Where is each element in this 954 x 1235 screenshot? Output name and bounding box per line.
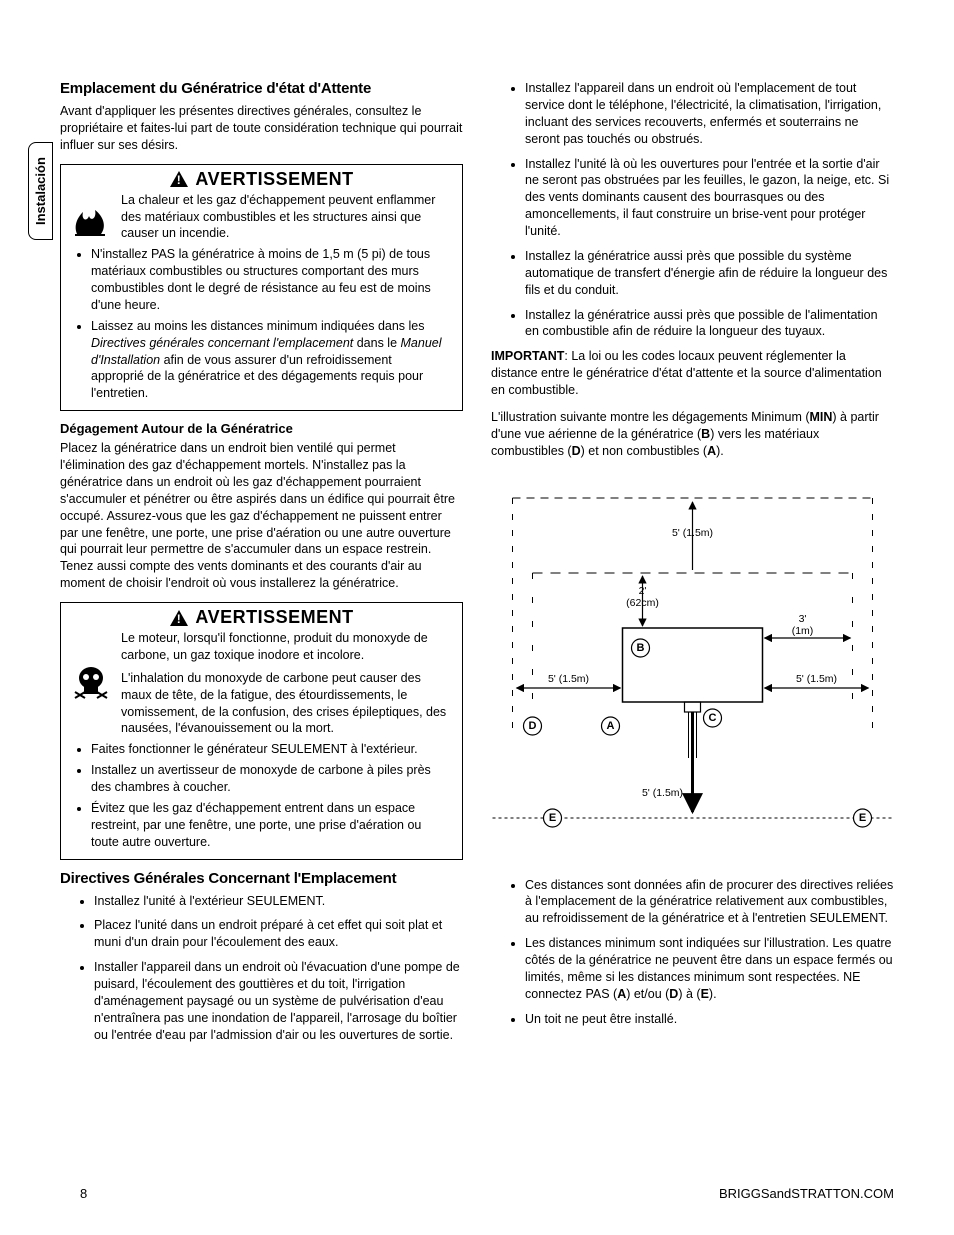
marker-E-right: E [854,809,872,827]
page-footer: 8 BRIGGSandSTRATTON.COM [80,1186,894,1201]
side-tab: Instalación [28,142,53,240]
warning-co-text-2: L'inhalation du monoxyde de carbone peut… [121,670,452,738]
svg-text:D: D [529,720,537,732]
dim-inner-right-1: 3' [799,613,807,625]
warn-bullet: Évitez que les gaz d'échappement entrent… [91,800,448,851]
list-item: Placez l'unité dans un endroit préparé à… [94,917,463,951]
right-top-list: Installez l'appareil dans un endroit où … [491,80,894,340]
warning-title-text: AVERTISSEMENT [195,607,353,628]
heading-directives: Directives Générales Concernant l'Emplac… [60,870,463,887]
svg-text:C: C [709,712,717,724]
list-item: Installez l'unité là où les ouvertures p… [525,156,894,240]
left-column: Emplacement du Génératrice d'état d'Atte… [60,80,463,1052]
warn-bullet: N'installez PAS la génératrice à moins d… [91,246,448,314]
svg-text:B: B [637,642,645,654]
warn-bullet: Faites fonctionner le générateur SEULEME… [91,741,448,758]
footer-url: BRIGGSandSTRATTON.COM [719,1186,894,1201]
dim-inner-top-2: (62cm) [626,597,659,609]
list-item: Installez l'unité à l'extérieur SEULEMEN… [94,893,463,910]
dim-inner-top-1: 2' [639,585,647,597]
important-paragraph: IMPORTANT: La loi ou les codes locaux pe… [491,348,894,399]
toxic-skull-icon [71,639,111,729]
degagement-paragraph: Placez la génératrice dans un endroit bi… [60,440,463,592]
alert-triangle-icon: ! [169,170,189,188]
svg-text:A: A [607,720,615,732]
warning-box-co: ! AVERTISSEMENT Le moteur, lorsqu'il fon… [60,602,463,860]
alert-triangle-icon: ! [169,609,189,627]
warning-title-text: AVERTISSEMENT [195,169,353,190]
intro-paragraph: Avant d'appliquer les présentes directiv… [60,103,463,154]
list-item: Les distances minimum sont indiquées sur… [525,935,894,1003]
list-item: Installer l'appareil dans un endroit où … [94,959,463,1043]
warn-bullet: Installez un avertisseur de monoxyde de … [91,762,448,796]
marker-E-left: E [544,809,562,827]
warning-fire-bullets: N'installez PAS la génératrice à moins d… [61,246,462,402]
list-item: Installez la génératrice aussi près que … [525,248,894,299]
warn-bullet: Laissez au moins les distances minimum i… [91,318,448,402]
dim-inner-right-2: (1m) [792,625,814,637]
svg-text:!: ! [177,612,182,626]
warning-fire-text: La chaleur et les gaz d'échappement peuv… [121,192,452,243]
svg-text:E: E [549,812,556,824]
svg-text:E: E [859,812,866,824]
list-item: Installez l'appareil dans un endroit où … [525,80,894,148]
clearance-diagram: 5' (1.5m) 2' (62cm) 3' (1m) 5' (1.5m) 5'… [491,478,894,858]
dim-top: 5' (1.5m) [672,527,713,539]
dim-right: 5' (1.5m) [796,673,837,685]
list-item: Un toit ne peut être installé. [525,1011,894,1028]
heading-degagement: Dégagement Autour de la Génératrice [60,421,463,436]
marker-D: D [524,717,542,735]
warning-box-fire: ! AVERTISSEMENT La chaleur et les gaz d'… [60,164,463,412]
dim-bottom: 5' (1.5m) [642,787,683,799]
illustration-intro: L'illustration suivante montre les dégag… [491,409,894,460]
list-item: Installez la génératrice aussi près que … [525,307,894,341]
right-column: Installez l'appareil dans un endroit où … [491,80,894,1052]
directives-list: Installez l'unité à l'extérieur SEULEMEN… [60,893,463,1044]
right-bottom-list: Ces distances sont données afin de procu… [491,877,894,1028]
dim-left: 5' (1.5m) [548,673,589,685]
heading-emplacement: Emplacement du Génératrice d'état d'Atte… [60,80,463,97]
warning-title: ! AVERTISSEMENT [61,603,462,630]
warning-co-bullets: Faites fonctionner le générateur SEULEME… [61,741,462,850]
list-item: Ces distances sont données afin de procu… [525,877,894,928]
fire-icon [71,192,111,240]
warning-title: ! AVERTISSEMENT [61,165,462,192]
marker-A: A [602,717,620,735]
two-column-layout: Emplacement du Génératrice d'état d'Atte… [60,80,894,1052]
warning-co-text-1: Le moteur, lorsqu'il fonctionne, produit… [121,630,452,664]
marker-B: B [632,639,650,657]
page-number: 8 [80,1186,87,1201]
marker-C: C [704,709,722,727]
svg-text:!: ! [177,173,182,187]
